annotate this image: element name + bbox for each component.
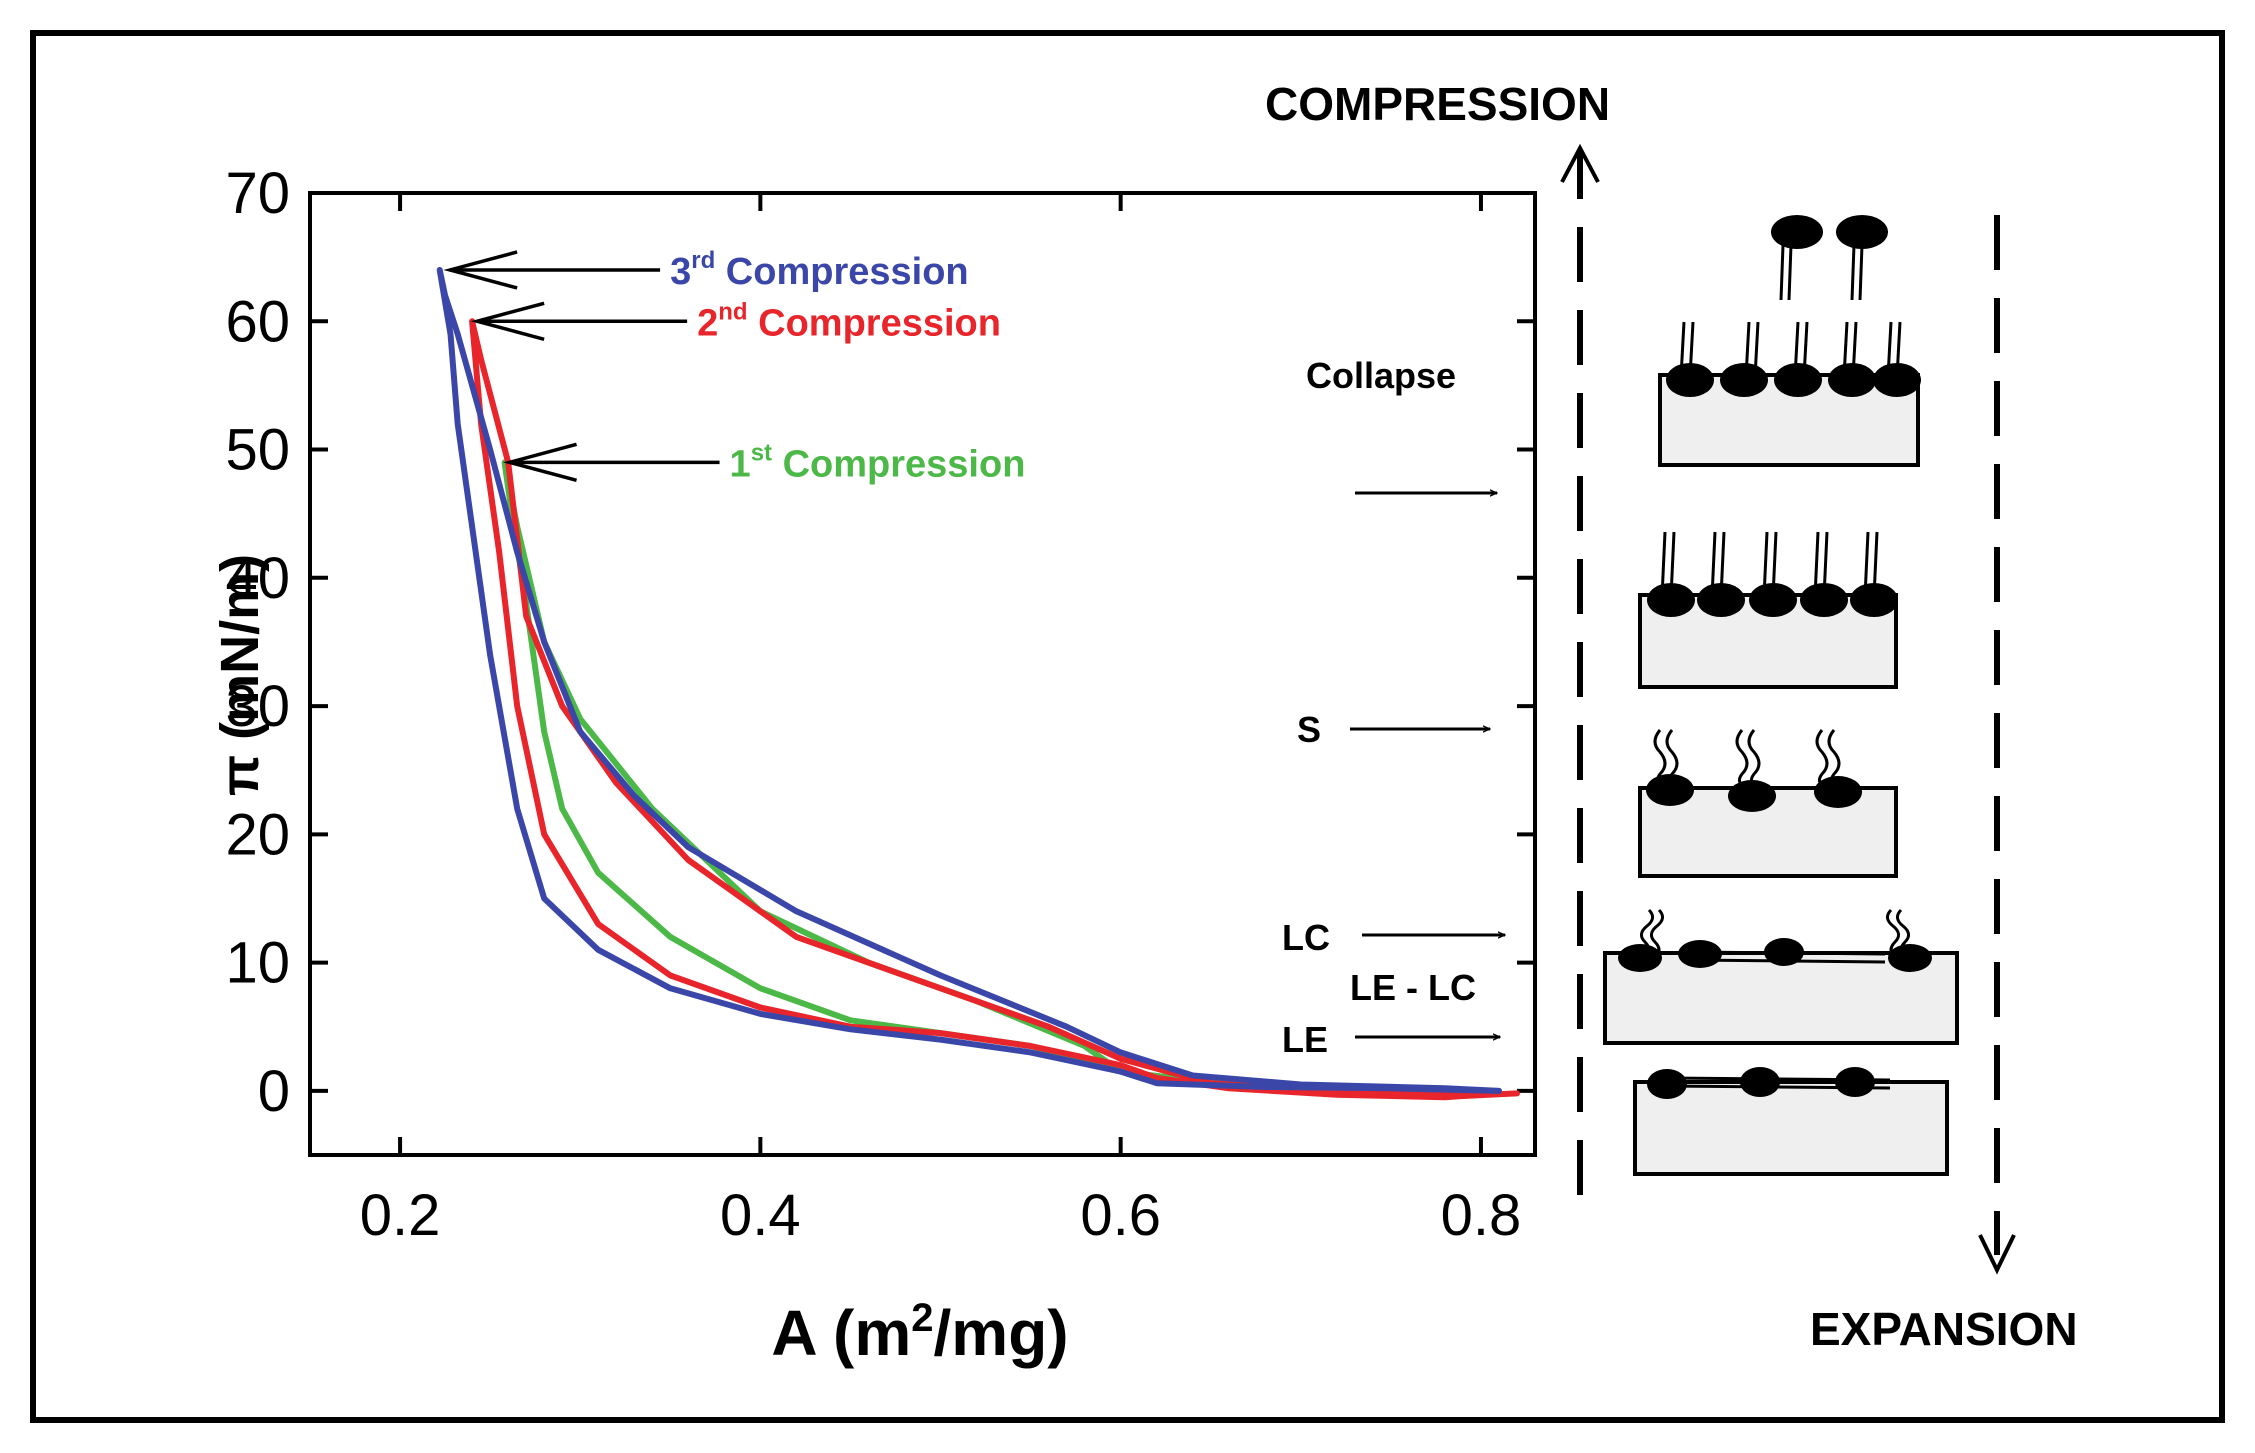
first-compression-arrowhead-icon <box>502 442 578 483</box>
expansion-direction-label: EXPANSION <box>1810 1303 2078 1355</box>
direction-indicators: COMPRESSION EXPANSION <box>1265 78 2078 1355</box>
solid-monolayer-schematic <box>1638 531 1898 689</box>
compression-direction-label: COMPRESSION <box>1265 78 1610 130</box>
expansion-arrowhead-icon <box>1978 1234 2016 1275</box>
collapse-monolayer-schematic <box>1658 215 1921 467</box>
s-phase-label: S <box>1297 709 1321 750</box>
y-axis-label: π (mN/m) <box>210 554 270 796</box>
compression-annotations: 3rd Compression 2nd Compression 1st Compre… <box>443 247 1026 485</box>
first-compression-label: 1st Compression <box>730 439 1026 485</box>
compression-arrowhead-icon <box>1560 143 1600 183</box>
monolayer-schematics <box>1603 215 1959 1176</box>
y-tick-label: 70 <box>225 161 290 226</box>
axis-ticks: 0 10 20 30 40 50 60 70 0.2 0.4 0.6 0.8 <box>225 161 1535 1248</box>
series-lines <box>436 267 1520 1101</box>
le-phase-label: LE <box>1282 1019 1328 1060</box>
y-tick-label: 30 <box>225 674 290 739</box>
x-tick-label: 0.8 <box>1441 1183 1522 1248</box>
figure-frame <box>30 30 2225 1423</box>
y-tick-label: 50 <box>225 418 290 483</box>
le-lc-phase-label: LE - LC <box>1350 967 1476 1008</box>
le-monolayer-schematic <box>1633 1067 1949 1176</box>
phase-labels: Collapse S LC LE - LC LE <box>1282 355 1505 1060</box>
y-tick-label: 20 <box>225 802 290 867</box>
y-tick-label: 10 <box>225 931 290 996</box>
y-tick-label: 60 <box>225 289 290 354</box>
x-tick-label: 0.4 <box>720 1183 801 1248</box>
collapse-label: Collapse <box>1306 355 1456 396</box>
y-tick-label: 40 <box>225 546 290 611</box>
x-tick-label: 0.2 <box>360 1183 441 1248</box>
second-compression-label: 2nd Compression <box>697 298 1001 344</box>
isotherm-plot: 0 10 20 30 40 50 60 70 0.2 0.4 0.6 0.8 3rd Compress… <box>210 161 1537 1369</box>
le-lc-monolayer-schematic <box>1603 908 1959 1045</box>
series-line-3rd-compression <box>436 267 1502 1094</box>
third-compression-arrowhead-icon <box>443 250 518 290</box>
plot-axes-box <box>308 191 1537 1157</box>
lc-phase-label: LC <box>1282 917 1330 958</box>
second-compression-arrowhead-icon <box>470 301 545 341</box>
lc-monolayer-schematic <box>1638 729 1898 878</box>
third-compression-label: 3rd Compression <box>670 247 969 293</box>
x-tick-label: 0.6 <box>1080 1183 1161 1248</box>
y-tick-label: 0 <box>258 1059 290 1124</box>
x-axis-label: A (m2/mg) <box>771 1296 1068 1369</box>
